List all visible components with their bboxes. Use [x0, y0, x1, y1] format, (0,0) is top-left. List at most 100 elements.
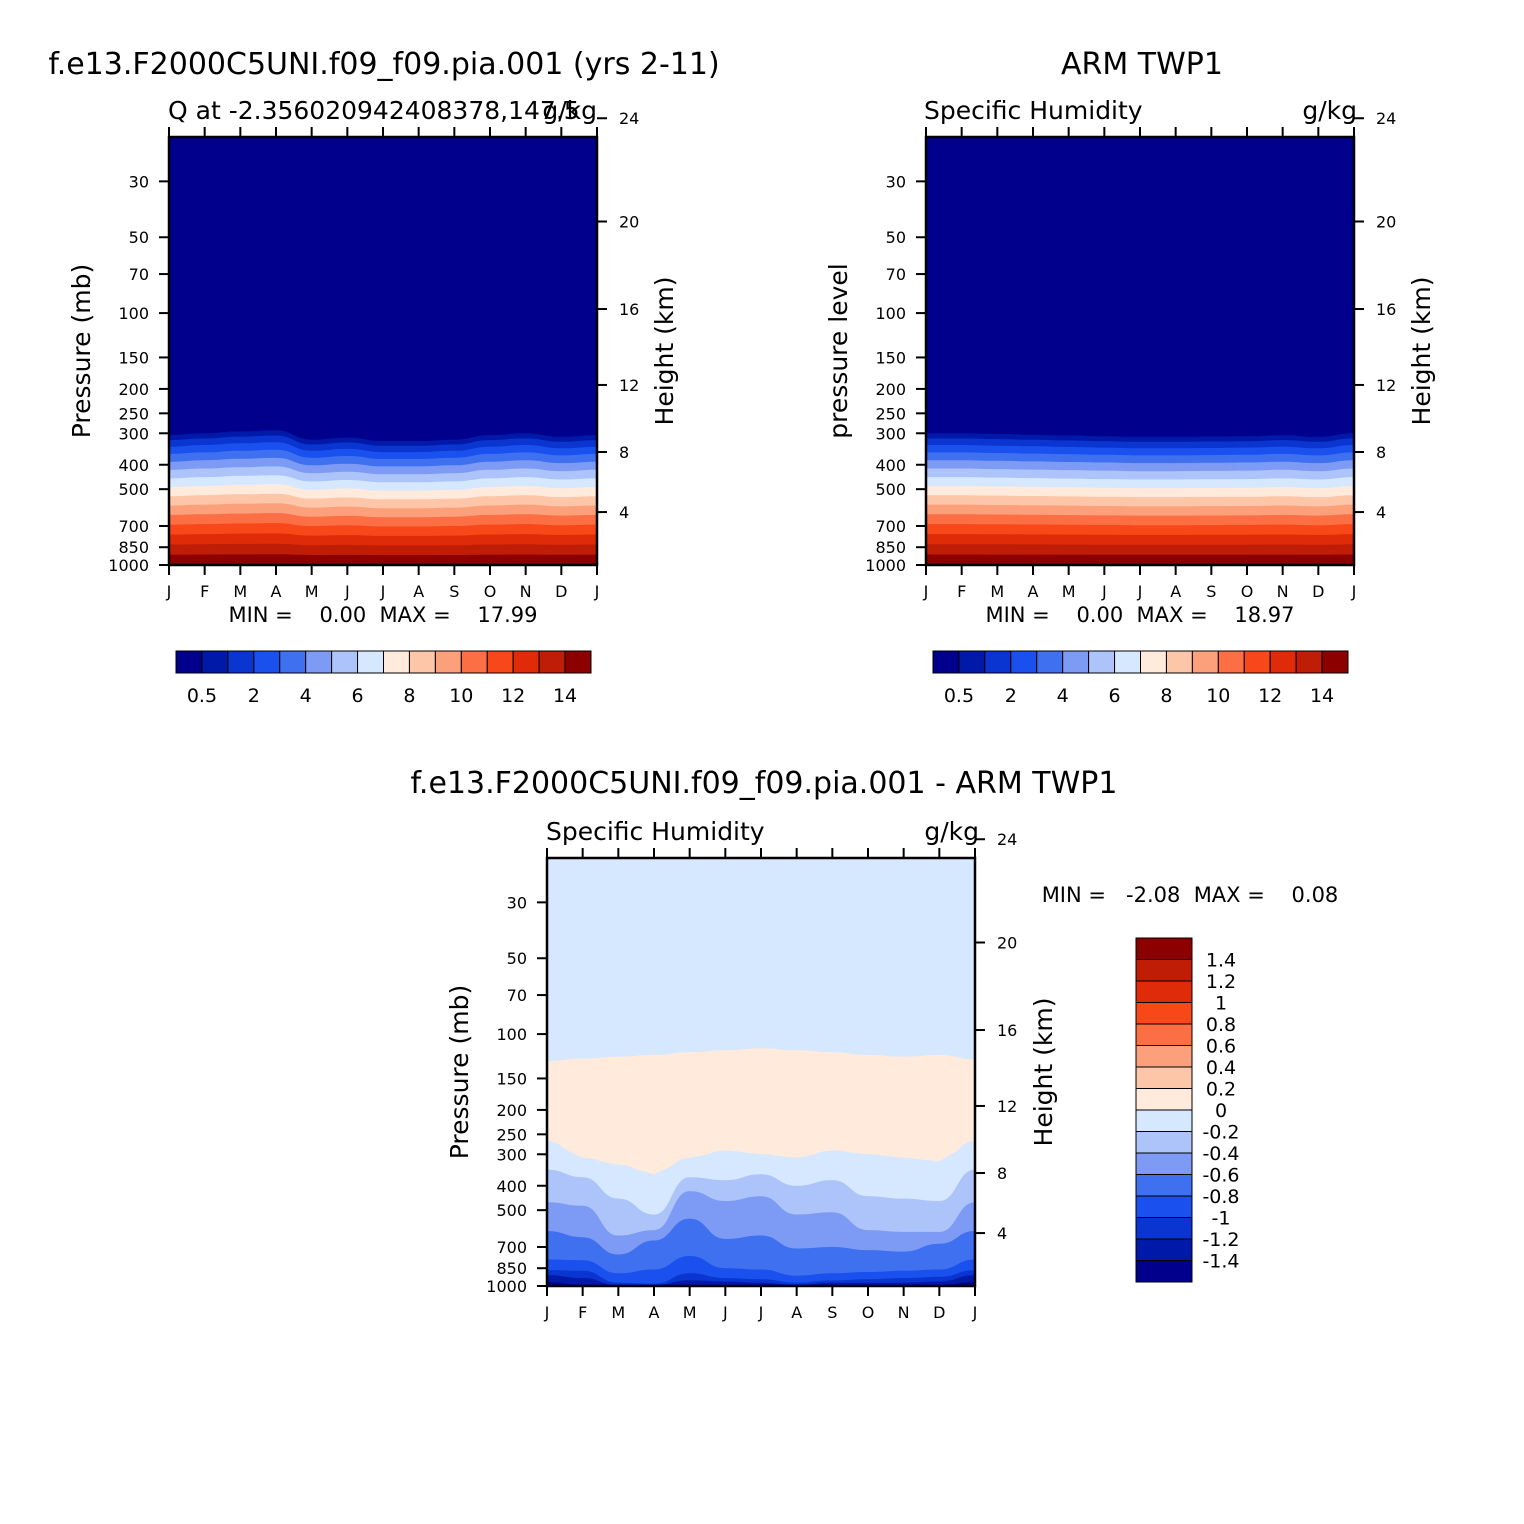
x-tick-label: A — [413, 582, 424, 601]
panel-subtitle-right: g/kg — [1302, 96, 1357, 125]
colorbar-box — [279, 650, 307, 674]
colorbar-box — [305, 650, 333, 674]
colorbar-box — [1135, 1217, 1193, 1240]
y-tick-label: 700 — [118, 517, 149, 536]
y-right-tick-label: 16 — [619, 300, 639, 319]
x-tick-label: F — [200, 582, 209, 601]
x-tick-label: J — [722, 1303, 728, 1322]
contour-band — [169, 554, 597, 565]
colorbar-box — [1135, 1238, 1193, 1261]
y-tick-label: 700 — [496, 1238, 527, 1257]
colorbar: 0.5 2 4 6 8 10 12 14 — [932, 650, 1349, 707]
x-tick-label: S — [1206, 582, 1216, 601]
colorbar-box — [1135, 1152, 1193, 1175]
colorbar-label: 1 — [1215, 993, 1227, 1015]
colorbar-label: 4 — [1057, 685, 1069, 707]
colorbar-box — [1191, 650, 1219, 674]
y-right-tick-label: 8 — [997, 1164, 1007, 1183]
x-tick-label: M — [611, 1303, 625, 1322]
colorbar-box — [1321, 650, 1349, 674]
colorbar-box — [227, 650, 255, 674]
contour-band — [547, 1270, 975, 1286]
contour-field — [169, 137, 597, 565]
x-tick-label: F — [957, 582, 966, 601]
x-tick-label: A — [1028, 582, 1039, 601]
y-right-tick-label: 8 — [619, 443, 629, 462]
y-tick-label: 150 — [118, 348, 149, 367]
colorbar-box — [1135, 1023, 1193, 1046]
x-tick-label: J — [344, 582, 350, 601]
colorbar-box — [1135, 937, 1193, 960]
colorbar-label: -0.4 — [1202, 1143, 1239, 1165]
x-tick-label: M — [683, 1303, 697, 1322]
colorbar-label: -1.4 — [1202, 1251, 1239, 1273]
colorbar-box — [1135, 1045, 1193, 1068]
y-axis-label: Pressure (mb) — [67, 264, 96, 438]
colorbar-label: 14 — [1310, 685, 1334, 707]
y-tick-label: 200 — [118, 380, 149, 399]
panel-subtitle-left: Specific Humidity — [924, 96, 1143, 125]
colorbar-box — [1135, 1109, 1193, 1132]
colorbar-label: 0 — [1215, 1100, 1227, 1122]
y-tick-label: 70 — [886, 265, 906, 284]
y-tick-label: 50 — [886, 228, 906, 247]
y-tick-label: 850 — [875, 538, 906, 557]
colorbar-box — [564, 650, 592, 674]
y-tick-label: 400 — [118, 456, 149, 475]
colorbar-box — [1135, 980, 1193, 1003]
x-tick-label: S — [449, 582, 459, 601]
colorbar-box — [408, 650, 436, 674]
colorbar-box — [1165, 650, 1193, 674]
y-right-tick-label: 12 — [619, 376, 639, 395]
y-right-tick-label: 4 — [619, 503, 629, 522]
y-right-tick-label: 20 — [997, 934, 1017, 953]
x-tick-label: J — [1351, 582, 1357, 601]
contour-field — [926, 137, 1354, 565]
colorbar-label: 6 — [352, 685, 364, 707]
colorbar-box — [1135, 1066, 1193, 1089]
y-axis-label: Pressure (mb) — [445, 985, 474, 1159]
colorbar-label: 0.5 — [187, 685, 217, 707]
colorbar-box — [253, 650, 281, 674]
y-right-tick-label: 20 — [1376, 213, 1396, 232]
colorbar-box — [932, 650, 960, 674]
colorbar-box — [1135, 959, 1193, 982]
colorbar-box — [1217, 650, 1245, 674]
y-right-tick-label: 16 — [997, 1021, 1017, 1040]
colorbar-box — [958, 650, 986, 674]
colorbar-box — [1088, 650, 1116, 674]
x-tick-label: A — [271, 582, 282, 601]
colorbar-box — [175, 650, 203, 674]
colorbar-box — [1135, 1195, 1193, 1218]
y-tick-label: 30 — [886, 172, 906, 191]
min-max-label: MIN = 0.00 MAX = 18.97 — [985, 603, 1294, 627]
colorbar-label: -0.8 — [1202, 1186, 1239, 1208]
y-right-tick-label: 4 — [1376, 503, 1386, 522]
panel-difference: f.e13.F2000C5UNI.f09_f09.pia.001 - ARM T… — [411, 766, 1339, 1322]
colorbar-label: 0.4 — [1206, 1057, 1236, 1079]
y-right-tick-label: 24 — [619, 109, 639, 128]
x-tick-label: D — [1312, 582, 1324, 601]
colorbar-box — [1295, 650, 1323, 674]
colorbar-box — [1114, 650, 1141, 674]
y-tick-label: 300 — [496, 1145, 527, 1164]
x-tick-label: M — [990, 582, 1004, 601]
x-tick-label: J — [1137, 582, 1143, 601]
colorbar-box — [984, 650, 1012, 674]
panel-subtitle-left: Q at -2.356020942408378,147.5 — [168, 96, 580, 125]
y-tick-label: 250 — [496, 1125, 527, 1144]
colorbar-label: -0.2 — [1202, 1122, 1239, 1144]
colorbar-box — [486, 650, 514, 674]
y-axis-label-right: Height (km) — [1029, 998, 1058, 1147]
colorbar-label: 12 — [1258, 685, 1282, 707]
y-tick-label: 500 — [118, 480, 149, 499]
colorbar-box — [1135, 1131, 1193, 1154]
colorbar-box — [201, 650, 229, 674]
colorbar-box — [1269, 650, 1297, 674]
colorbar-label: 10 — [1206, 685, 1230, 707]
x-tick-label: J — [166, 582, 172, 601]
